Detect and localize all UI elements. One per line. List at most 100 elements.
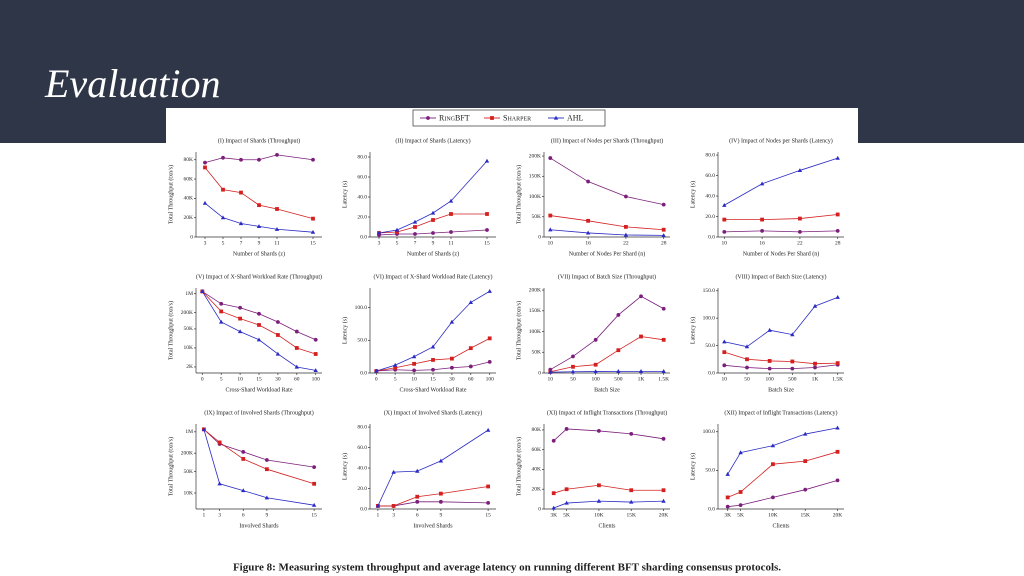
x-tick-label: 16 (585, 240, 591, 246)
y-axis-label: Latency (s) (341, 181, 348, 208)
x-tick-label: 1 (377, 512, 380, 518)
data-point (274, 226, 280, 231)
x-axis-label: Batch Size (768, 387, 794, 393)
data-point (586, 218, 590, 223)
data-point (738, 503, 743, 508)
data-point (585, 230, 591, 235)
data-point (438, 458, 444, 463)
y-tick-label: 20K (532, 486, 542, 492)
x-tick-label: 20K (833, 512, 843, 518)
chart-title: (XII) Impact of Inflight Transactions (L… (724, 409, 837, 416)
x-tick-label: 10 (411, 376, 417, 382)
y-tick-label: 50.0 (705, 468, 715, 474)
y-tick-label: 150.0 (703, 288, 716, 294)
data-point (468, 300, 473, 304)
data-point (311, 216, 315, 221)
series-line (378, 160, 488, 234)
x-axis-label: Number of Nodes Per Shard (n) (569, 250, 645, 257)
data-point (438, 499, 443, 504)
data-point (415, 494, 420, 499)
x-tick-label: 0 (375, 376, 378, 382)
x-tick-label: 7 (414, 240, 417, 246)
y-tick-label: 2K (186, 364, 193, 370)
data-point (486, 500, 491, 505)
series-line (378, 213, 487, 234)
data-point (629, 431, 634, 436)
chart-title: (III) Impact of Nodes per Shards (Throug… (551, 137, 663, 144)
data-point (798, 229, 802, 234)
data-point (624, 224, 628, 229)
x-tick-label: 100 (592, 376, 601, 382)
data-point (391, 469, 396, 474)
x-tick-label: 9 (266, 512, 269, 518)
x-tick-label: 9 (432, 240, 435, 246)
series-line (550, 370, 664, 373)
x-tick-label: 100 (766, 376, 775, 382)
y-tick-label: 50.0 (705, 343, 715, 349)
y-tick-label: 100.0 (355, 305, 368, 311)
data-point (661, 369, 666, 373)
legend-marker (426, 116, 430, 120)
y-axis-label: Total Throughput (txn/s) (167, 437, 174, 496)
x-tick-label: 6 (242, 512, 245, 518)
data-point (725, 495, 730, 500)
x-tick-label: 7 (240, 240, 243, 246)
y-tick-label: 50K (184, 469, 194, 475)
data-point (257, 157, 261, 162)
data-point (313, 352, 318, 356)
data-point (790, 366, 795, 371)
x-axis-label: Clients (772, 523, 790, 529)
y-axis-label: Total Throughput (txn/s) (515, 437, 522, 496)
data-point (812, 303, 818, 308)
x-tick-label: 6 (416, 512, 419, 518)
data-point (311, 502, 317, 507)
data-point (275, 351, 281, 356)
data-point (722, 229, 727, 234)
x-tick-label: 5 (396, 240, 399, 246)
data-point (548, 213, 553, 218)
data-point (241, 457, 246, 461)
x-axis-label: Clients (598, 523, 616, 529)
series-line (550, 295, 664, 371)
x-tick-label: 500 (788, 376, 797, 382)
data-point (722, 202, 727, 207)
data-point (551, 438, 556, 443)
data-point (264, 495, 270, 500)
y-axis-label: Latency (s) (689, 181, 696, 208)
data-point (238, 316, 242, 321)
data-point (835, 478, 840, 483)
data-point (468, 346, 473, 351)
data-point (219, 301, 224, 306)
data-point (571, 354, 575, 359)
data-point (661, 498, 666, 503)
legend-label: Sharper (503, 113, 531, 122)
data-point (413, 225, 417, 229)
data-point (412, 361, 416, 366)
data-point (312, 465, 317, 470)
y-tick-label: 0 (190, 234, 193, 240)
data-point (722, 217, 727, 222)
data-point (760, 228, 764, 233)
data-point (203, 160, 207, 165)
data-point (311, 157, 315, 162)
data-point (376, 230, 382, 235)
data-point (596, 498, 602, 503)
data-point (639, 294, 643, 299)
y-tick-label: 0.0 (708, 234, 715, 240)
series-line (724, 214, 838, 220)
series-line (378, 229, 488, 236)
y-axis-label: Latency (s) (341, 317, 348, 344)
y-tick-label: 20.0 (705, 214, 715, 220)
data-point (412, 368, 416, 373)
y-tick-label: 0.0 (360, 370, 367, 376)
x-tick-label: 22 (797, 240, 803, 246)
data-point (431, 218, 435, 222)
x-axis-label: Cross-Shard Workload Rate (399, 387, 466, 393)
data-point (803, 431, 808, 436)
y-tick-label: 50.0 (357, 338, 367, 344)
chart-title: (II) Impact of Shards (Latency) (395, 137, 470, 144)
x-tick-label: 10 (722, 240, 728, 246)
data-point (203, 165, 207, 170)
data-point (485, 228, 489, 232)
